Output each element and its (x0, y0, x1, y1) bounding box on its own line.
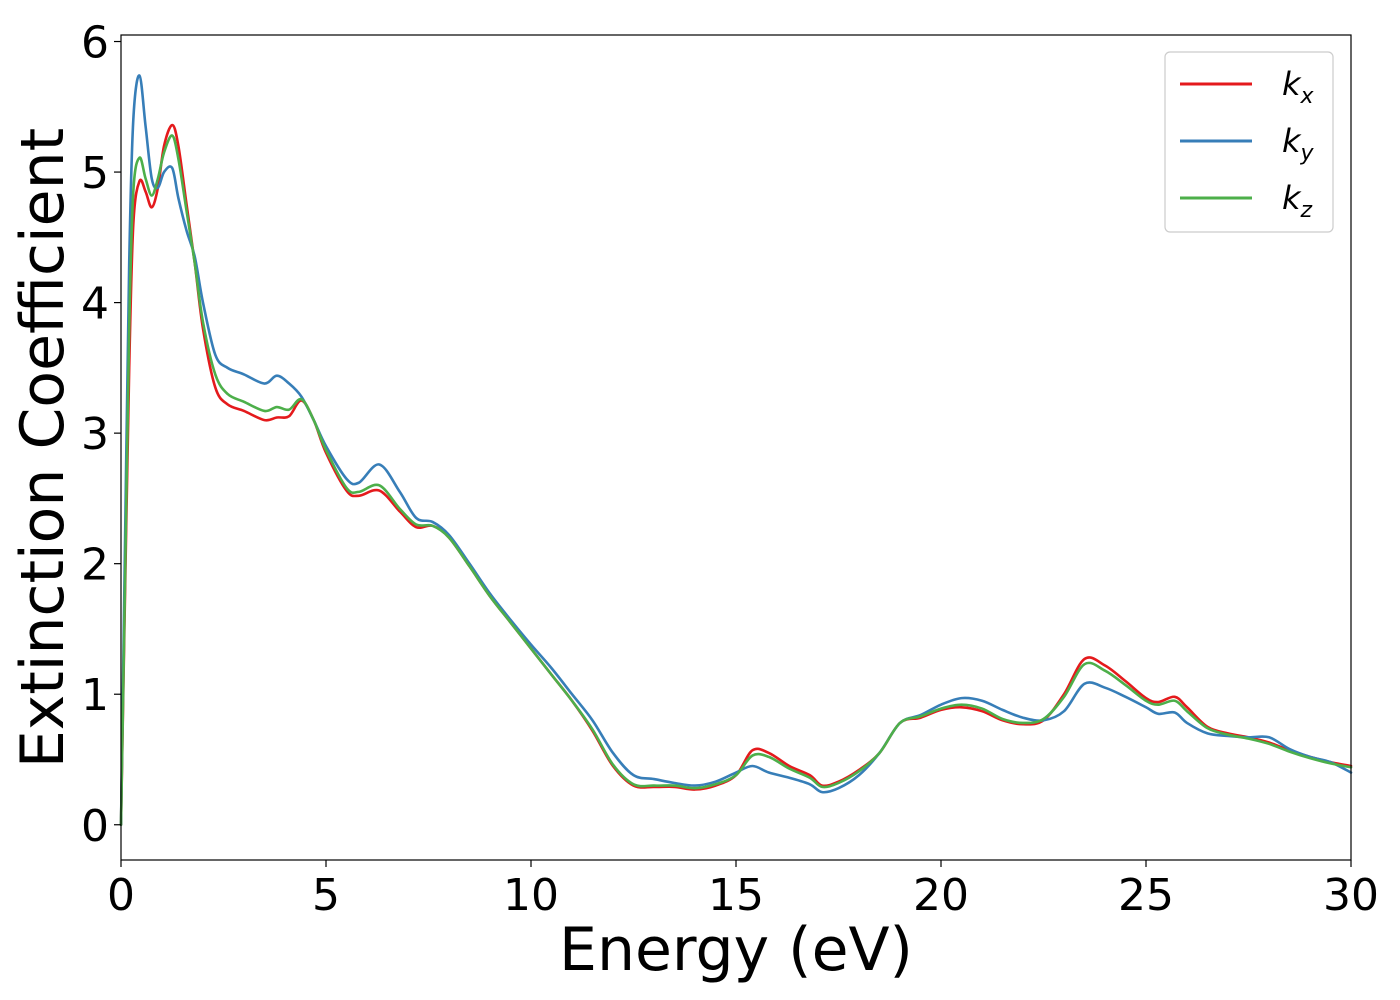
series-line-y (119, 74, 1353, 827)
series-lines (119, 74, 1353, 827)
x-tick-label: 10 (503, 870, 559, 921)
x-tick-label: 15 (708, 870, 764, 921)
y-tick-label: 6 (81, 18, 109, 69)
y-tick-label: 3 (81, 409, 109, 460)
y-tick-label: 1 (81, 670, 109, 721)
x-axis-ticks: 0 5 10 15 20 25 30 (107, 860, 1379, 921)
x-tick-label: 0 (107, 870, 135, 921)
x-axis-label: Energy (eV) (559, 915, 913, 985)
y-axis-ticks: 0 1 2 3 4 5 6 (81, 18, 121, 852)
legend-label-z: kz (1282, 179, 1313, 223)
y-axis-label: Extinction Coefficient (8, 128, 78, 768)
x-tick-label: 5 (312, 870, 340, 921)
x-tick-label: 20 (913, 870, 969, 921)
y-tick-label: 4 (81, 279, 109, 330)
x-tick-label: 30 (1323, 870, 1379, 921)
legend-label-y: ky (1282, 122, 1315, 166)
y-tick-label: 5 (81, 148, 109, 199)
legend: kx ky kz (1164, 51, 1334, 233)
y-tick-label: 0 (81, 801, 109, 852)
y-tick-label: 2 (81, 540, 109, 591)
x-tick-label: 25 (1118, 870, 1174, 921)
series-line-z (119, 134, 1353, 827)
legend-label-x: kx (1282, 65, 1315, 109)
